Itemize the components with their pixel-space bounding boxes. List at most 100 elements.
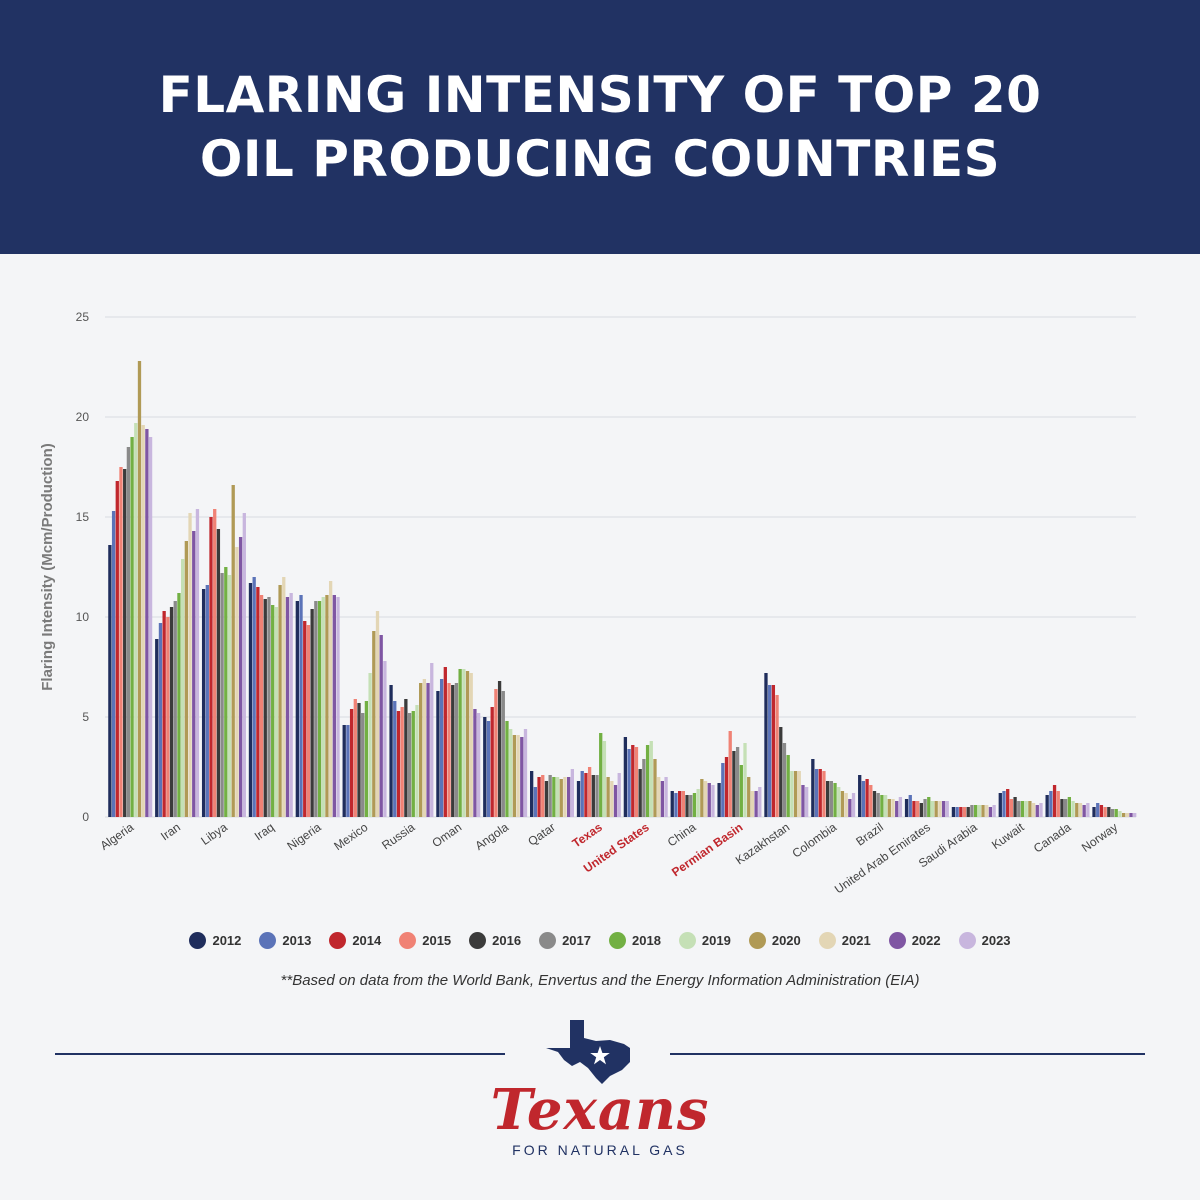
bar — [555, 777, 560, 817]
bar — [325, 595, 329, 817]
chart-title: FLARING INTENSITY OF TOP 20 OIL PRODUCIN… — [158, 66, 1042, 188]
x-category-label: Angola — [472, 820, 511, 853]
bar — [1092, 807, 1096, 817]
bar — [541, 775, 545, 817]
bar — [108, 545, 112, 817]
bar — [192, 531, 196, 817]
bar — [1024, 801, 1028, 817]
bar — [443, 667, 447, 817]
bar — [238, 537, 243, 817]
bar — [357, 703, 361, 817]
bar — [1129, 813, 1133, 817]
x-category-label: China — [665, 820, 699, 850]
bar — [883, 795, 888, 817]
bar — [220, 573, 224, 817]
bar — [559, 779, 563, 817]
bar — [670, 791, 674, 817]
bar — [486, 721, 491, 817]
bar — [209, 517, 213, 817]
x-category-label: Canada — [1031, 820, 1074, 856]
bar — [779, 727, 783, 817]
bar — [895, 801, 899, 817]
bar — [353, 699, 357, 817]
bar — [400, 707, 404, 817]
bar — [941, 801, 946, 817]
bar — [1064, 799, 1068, 817]
bar — [473, 709, 477, 817]
bar — [267, 597, 271, 817]
bar — [310, 609, 314, 817]
bar — [465, 671, 470, 817]
bar — [205, 585, 209, 817]
bar — [346, 725, 350, 817]
bar — [1039, 803, 1043, 817]
bar — [1006, 789, 1010, 817]
bar — [321, 597, 325, 817]
bar — [314, 601, 318, 817]
bar — [801, 785, 805, 817]
bar — [887, 799, 891, 817]
bar — [415, 705, 419, 817]
bar — [263, 599, 267, 817]
bar-chart: 0 5 10 15 20 25 Algeria Iran Libya Iraq Nigeria Me… — [39, 310, 1137, 896]
bar — [1071, 801, 1075, 817]
bar — [638, 769, 642, 817]
bar — [422, 679, 427, 817]
bar — [606, 777, 610, 817]
bar — [861, 781, 866, 817]
bar — [642, 759, 646, 817]
bar — [623, 737, 628, 817]
bar — [735, 747, 740, 817]
bar — [372, 631, 376, 817]
legend-item: 2023 — [958, 932, 1011, 949]
x-category-label: Kuwait — [989, 820, 1027, 853]
y-tick-label: 25 — [76, 310, 90, 324]
bar — [494, 689, 498, 817]
bar — [1075, 803, 1079, 817]
bar — [1052, 785, 1057, 817]
bar — [306, 625, 311, 817]
legend-swatch — [469, 932, 487, 949]
bar — [613, 785, 618, 817]
bar — [681, 791, 685, 817]
bar — [1121, 813, 1126, 817]
bar — [328, 581, 333, 817]
bar — [130, 437, 134, 817]
bar — [375, 611, 380, 817]
legend: 2012 2013 2014 2015 2016 2017 2018 2019 2020 2021… — [0, 932, 1200, 949]
bar — [1028, 801, 1032, 817]
bar — [653, 759, 657, 817]
bar — [119, 467, 123, 817]
bar — [707, 783, 711, 817]
legend-swatch — [888, 932, 906, 949]
bar — [248, 583, 253, 817]
bar — [962, 807, 967, 817]
legend-label: 2020 — [771, 933, 801, 948]
legend-item: 2018 — [609, 932, 661, 949]
bar — [282, 577, 286, 817]
bar — [1013, 797, 1017, 817]
bar — [274, 607, 279, 817]
y-axis-label: Flaring Intensity (Mcm/Production) — [39, 443, 56, 691]
bar — [295, 601, 299, 817]
bar — [497, 681, 502, 817]
bar — [224, 567, 228, 817]
bar — [1125, 813, 1129, 817]
bar — [959, 807, 963, 817]
bar — [447, 683, 451, 817]
x-category-label: Colombia — [790, 820, 840, 861]
bar — [364, 701, 369, 817]
bar — [501, 691, 505, 817]
legend-item: 2017 — [539, 932, 591, 949]
bar — [317, 601, 322, 817]
bar — [689, 795, 693, 817]
bar — [1133, 813, 1137, 817]
x-category-label: Algeria — [98, 820, 137, 853]
bar — [548, 775, 552, 817]
legend-swatch — [678, 932, 696, 949]
bar — [166, 617, 170, 817]
bar — [383, 661, 387, 817]
bar — [692, 793, 697, 817]
brand-logo-text: Texans — [490, 1077, 710, 1143]
bar — [768, 685, 772, 817]
